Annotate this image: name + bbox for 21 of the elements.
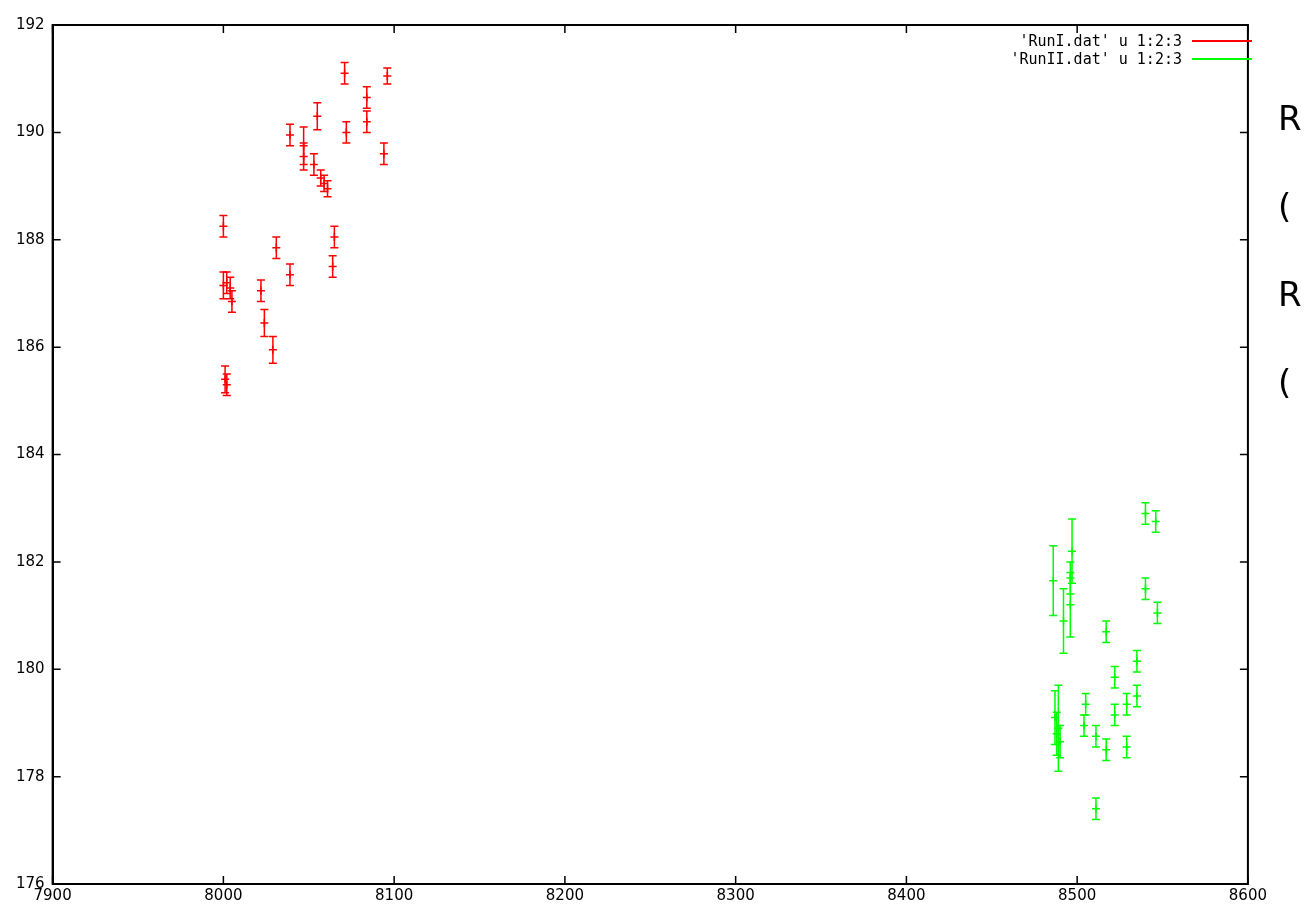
x-tick-label: 8600	[1228, 885, 1268, 904]
x-tick-label: 8100	[375, 885, 414, 904]
x-tick-label: 8300	[716, 885, 755, 904]
text: (	[1278, 186, 1293, 226]
x-tick-label: 8500	[1058, 885, 1097, 904]
y-tick-label: 190	[15, 122, 45, 141]
text: R	[1278, 274, 1302, 314]
y-tick-label: 186	[15, 337, 45, 356]
legend-label: 'RunI.dat' u 1:2:3	[1019, 32, 1182, 50]
y-tick-label: 192	[15, 14, 45, 33]
y-tick-label: 178	[15, 766, 45, 785]
y-tick-label: 184	[15, 444, 45, 463]
y-tick-label: 180	[15, 659, 45, 678]
x-tick-label: 8200	[545, 885, 584, 904]
x-tick-label: 8400	[887, 885, 926, 904]
y-tick-label: 182	[15, 551, 45, 570]
text: (	[1278, 362, 1293, 402]
y-tick-label: 188	[15, 229, 45, 248]
text: R	[1278, 98, 1302, 138]
legend-label: 'RunII.dat' u 1:2:3	[1010, 50, 1182, 68]
x-tick-label: 8000	[204, 885, 243, 904]
